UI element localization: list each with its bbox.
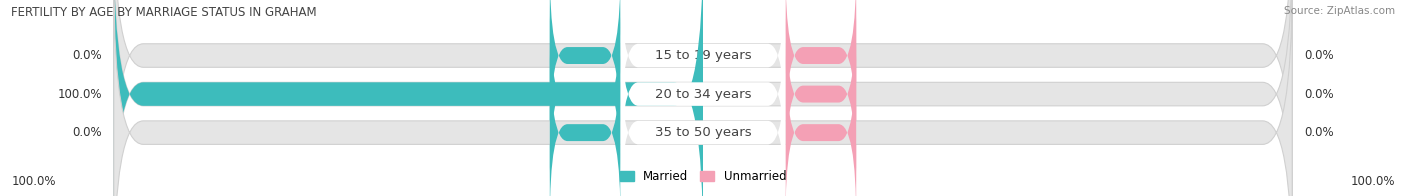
FancyBboxPatch shape: [786, 43, 856, 196]
FancyBboxPatch shape: [550, 0, 620, 145]
Text: 15 to 19 years: 15 to 19 years: [655, 49, 751, 62]
FancyBboxPatch shape: [786, 0, 856, 145]
Text: 0.0%: 0.0%: [1303, 88, 1333, 101]
Text: 100.0%: 100.0%: [11, 175, 56, 188]
Legend: Married, Unmarried: Married, Unmarried: [614, 166, 792, 188]
Text: 20 to 34 years: 20 to 34 years: [655, 88, 751, 101]
Text: 100.0%: 100.0%: [58, 88, 103, 101]
FancyBboxPatch shape: [786, 5, 856, 184]
FancyBboxPatch shape: [620, 0, 786, 142]
Text: Source: ZipAtlas.com: Source: ZipAtlas.com: [1284, 6, 1395, 16]
FancyBboxPatch shape: [620, 8, 786, 180]
Text: 100.0%: 100.0%: [1350, 175, 1395, 188]
Text: 0.0%: 0.0%: [73, 49, 103, 62]
Text: 35 to 50 years: 35 to 50 years: [655, 126, 751, 139]
Text: 0.0%: 0.0%: [1303, 126, 1333, 139]
FancyBboxPatch shape: [114, 0, 1292, 196]
FancyBboxPatch shape: [114, 0, 1292, 196]
FancyBboxPatch shape: [114, 0, 1292, 196]
FancyBboxPatch shape: [114, 0, 703, 196]
FancyBboxPatch shape: [550, 43, 620, 196]
Text: 0.0%: 0.0%: [1303, 49, 1333, 62]
Text: FERTILITY BY AGE BY MARRIAGE STATUS IN GRAHAM: FERTILITY BY AGE BY MARRIAGE STATUS IN G…: [11, 6, 316, 19]
FancyBboxPatch shape: [550, 5, 620, 184]
Text: 0.0%: 0.0%: [73, 126, 103, 139]
FancyBboxPatch shape: [620, 46, 786, 196]
